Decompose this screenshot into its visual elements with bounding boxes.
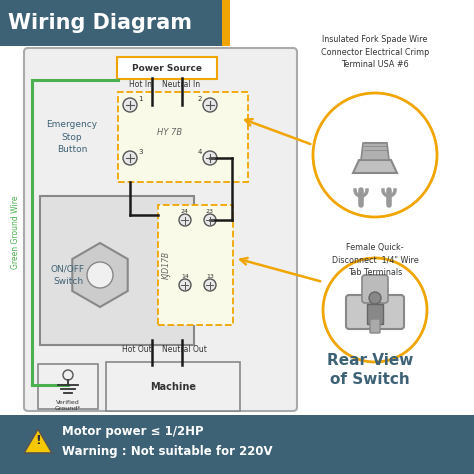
Polygon shape — [24, 429, 52, 453]
Polygon shape — [73, 243, 128, 307]
Circle shape — [204, 279, 216, 291]
Text: 13: 13 — [206, 273, 214, 279]
Text: Hot Out: Hot Out — [122, 346, 152, 355]
Circle shape — [313, 93, 437, 217]
Circle shape — [369, 292, 381, 304]
Text: 1: 1 — [138, 96, 143, 102]
Bar — [118, 92, 248, 182]
Text: 3: 3 — [138, 149, 143, 155]
Text: 24: 24 — [181, 209, 189, 213]
Text: Insulated Fork Spade Wire
Connector Electrical Crimp
Terminal USA #6: Insulated Fork Spade Wire Connector Elec… — [321, 35, 429, 69]
Text: 2: 2 — [198, 96, 202, 102]
Text: ON/OFF
Switch: ON/OFF Switch — [51, 264, 85, 286]
FancyBboxPatch shape — [106, 362, 240, 411]
FancyBboxPatch shape — [117, 57, 217, 79]
FancyBboxPatch shape — [362, 275, 388, 303]
Circle shape — [63, 370, 73, 380]
Text: 23: 23 — [206, 209, 214, 213]
Circle shape — [179, 214, 191, 226]
Polygon shape — [361, 143, 389, 160]
Text: Warning : Not suitable for 220V: Warning : Not suitable for 220V — [62, 446, 273, 458]
Bar — [38, 364, 98, 409]
Bar — [0, 0, 222, 46]
Circle shape — [203, 151, 217, 165]
Bar — [158, 205, 233, 325]
Bar — [0, 415, 474, 474]
Text: Verified
Ground*: Verified Ground* — [55, 400, 81, 411]
Circle shape — [203, 98, 217, 112]
FancyBboxPatch shape — [370, 319, 380, 333]
Text: Wiring Diagram: Wiring Diagram — [8, 13, 192, 33]
Polygon shape — [353, 160, 397, 173]
Text: 4: 4 — [198, 149, 202, 155]
Text: Machine: Machine — [150, 382, 196, 392]
Text: KJD17B: KJD17B — [162, 251, 171, 279]
Text: 14: 14 — [181, 273, 189, 279]
Text: Neutral Out: Neutral Out — [162, 346, 207, 355]
Circle shape — [123, 151, 137, 165]
Text: Hot In: Hot In — [129, 80, 152, 89]
Text: Emergency
Stop
Button: Emergency Stop Button — [46, 120, 98, 154]
Circle shape — [87, 262, 113, 288]
FancyBboxPatch shape — [24, 48, 297, 411]
Text: Rear View
of Switch: Rear View of Switch — [327, 353, 413, 387]
FancyBboxPatch shape — [40, 196, 194, 345]
Circle shape — [204, 214, 216, 226]
FancyBboxPatch shape — [346, 295, 404, 329]
Circle shape — [123, 98, 137, 112]
Text: !: ! — [35, 435, 41, 447]
Bar — [222, 0, 230, 46]
Text: Neutral In: Neutral In — [162, 80, 200, 89]
Circle shape — [323, 258, 427, 362]
Text: Green Ground Wire: Green Ground Wire — [11, 195, 20, 269]
Bar — [367, 304, 383, 324]
Text: Motor power ≤ 1/2HP: Motor power ≤ 1/2HP — [62, 426, 204, 438]
Text: HY 7B: HY 7B — [157, 128, 182, 137]
Circle shape — [179, 279, 191, 291]
Text: Power Source: Power Source — [132, 64, 202, 73]
Text: Female Quick-
Disconnect  1/4" Wire
Tab Terminals: Female Quick- Disconnect 1/4" Wire Tab T… — [332, 243, 419, 277]
